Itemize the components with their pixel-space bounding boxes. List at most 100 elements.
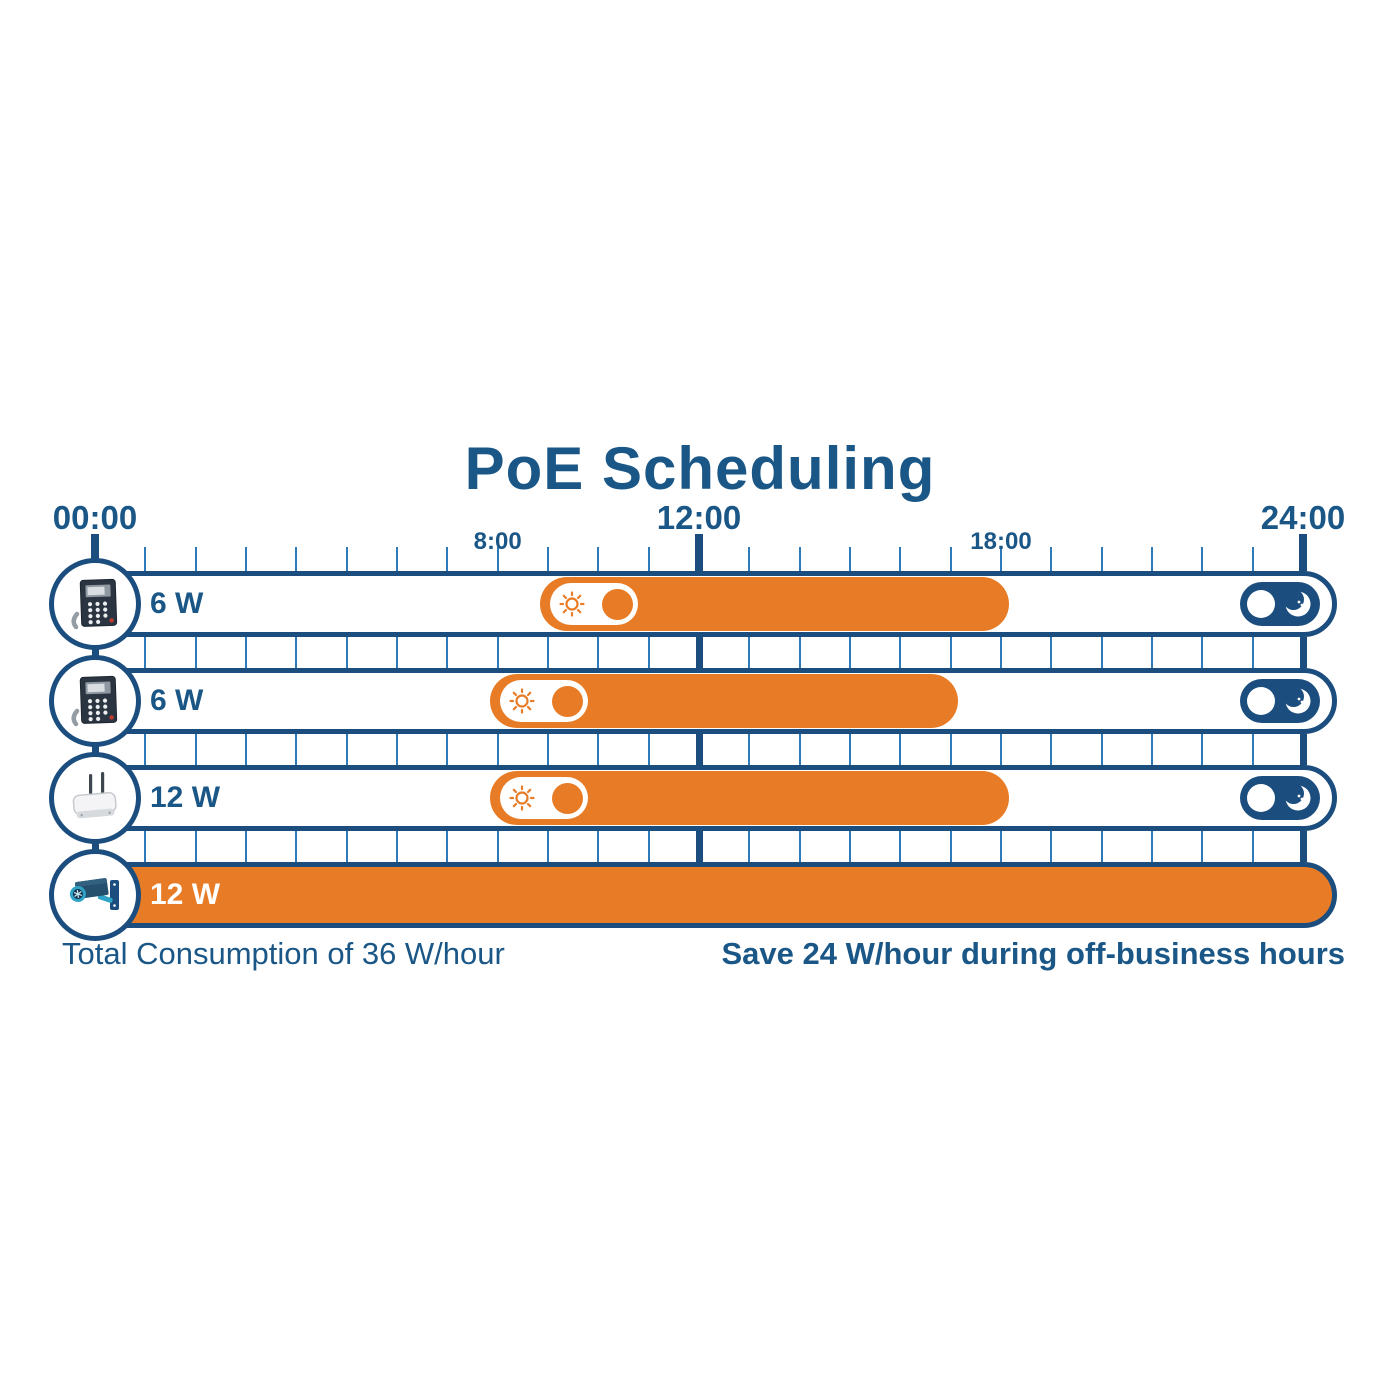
hour-gridline [1251, 637, 1254, 668]
hour-gridline [245, 637, 247, 668]
hour-gridline [1151, 637, 1153, 668]
toggle-knob [552, 685, 584, 717]
hour-tick [1100, 547, 1103, 571]
chart-title: PoE Scheduling [464, 435, 936, 502]
hour-tick [1050, 547, 1053, 571]
daytime-on-toggle[interactable] [500, 680, 589, 722]
major-hour-gridline [695, 734, 703, 765]
hour-tick [949, 547, 952, 571]
major-hour-gridline [91, 831, 99, 862]
hour-gridline [446, 637, 449, 668]
major-hour-gridline [695, 831, 703, 862]
moon-icon [1283, 589, 1313, 619]
hour-gridline [345, 831, 348, 862]
hour-gridline [597, 734, 600, 765]
total-consumption-note: Total Consumption of 36 W/hour [62, 936, 505, 971]
hour-gridline [1100, 734, 1103, 765]
hour-gridline [1000, 734, 1002, 765]
hour-gridline [295, 831, 298, 862]
hour-gridline [1201, 831, 1204, 862]
hour-gridline [949, 831, 952, 862]
hour-grid-band [91, 637, 1307, 668]
hour-gridline [547, 831, 549, 862]
axis-time-label: 00:00 [52, 499, 138, 536]
hour-gridline [295, 734, 298, 765]
hour-gridline [949, 637, 952, 668]
hour-tick [446, 547, 449, 571]
device-icon-circle [49, 752, 141, 844]
night-off-toggle[interactable] [1240, 582, 1320, 626]
hour-gridline [1251, 734, 1254, 765]
hour-gridline [949, 734, 952, 765]
ip-phone-icon [68, 674, 122, 728]
hour-tick [144, 547, 147, 571]
axis-time-label: 12:00 [656, 499, 742, 536]
savings-note: Save 24 W/hour during off-business hours [721, 936, 1345, 971]
hour-gridline [245, 831, 247, 862]
wireless-access-point-icon [68, 771, 122, 825]
hour-gridline [396, 637, 398, 668]
power-consumption-label: 6 W [150, 684, 204, 717]
hour-gridline [295, 637, 298, 668]
hour-gridline [849, 831, 851, 862]
hour-gridline [597, 637, 600, 668]
hour-gridline [1000, 831, 1002, 862]
hour-tick [295, 547, 298, 571]
hour-gridline [798, 637, 801, 668]
daytime-on-toggle[interactable] [550, 583, 639, 625]
hour-gridline [849, 637, 851, 668]
major-hour-tick [1299, 534, 1307, 571]
hour-gridline [1151, 831, 1153, 862]
hour-tick [396, 547, 398, 571]
hour-tick [647, 547, 650, 571]
hour-tick [899, 547, 902, 571]
hour-gridline [899, 831, 902, 862]
toggle-knob [1247, 784, 1275, 812]
toggle-knob [1247, 687, 1275, 715]
hour-gridline [345, 637, 348, 668]
daytime-on-toggle[interactable] [500, 777, 589, 819]
hour-gridline [798, 734, 801, 765]
hour-grid-band [91, 734, 1307, 765]
hour-tick [345, 547, 348, 571]
toggle-knob [1247, 590, 1275, 618]
major-hour-tick [695, 534, 703, 571]
hour-gridline [446, 831, 449, 862]
hour-gridline [1100, 831, 1103, 862]
hour-gridline [496, 734, 499, 765]
moon-icon [1283, 783, 1313, 813]
major-hour-gridline [91, 734, 99, 765]
device-icon-circle [49, 849, 141, 941]
hour-gridline [396, 734, 398, 765]
hour-tick [547, 547, 549, 571]
toggle-knob [552, 782, 584, 814]
hour-tick [1151, 547, 1153, 571]
power-consumption-label: 12 W [150, 781, 221, 814]
hour-tick [849, 547, 851, 571]
night-off-toggle[interactable] [1240, 679, 1320, 723]
schedule-row-track [62, 862, 1337, 928]
hour-gridline [446, 734, 449, 765]
night-off-toggle[interactable] [1240, 776, 1320, 820]
hour-gridline [194, 831, 197, 862]
hour-gridline [748, 831, 751, 862]
hour-gridline [647, 734, 650, 765]
hour-gridline [396, 831, 398, 862]
hour-gridline [547, 734, 549, 765]
hour-tick [798, 547, 801, 571]
power-consumption-label: 12 W [150, 878, 221, 911]
hour-gridline [547, 637, 549, 668]
hour-gridline [1050, 734, 1053, 765]
hour-gridline [597, 831, 600, 862]
hour-tick [245, 547, 247, 571]
hour-gridline [1201, 637, 1204, 668]
surveillance-camera-icon [68, 868, 122, 922]
hour-gridline [1050, 831, 1053, 862]
hour-gridline [496, 831, 499, 862]
hour-gridline [1201, 734, 1204, 765]
device-icon-circle [49, 655, 141, 747]
hour-tick [1201, 547, 1204, 571]
hour-gridline [798, 831, 801, 862]
hour-gridline [647, 637, 650, 668]
